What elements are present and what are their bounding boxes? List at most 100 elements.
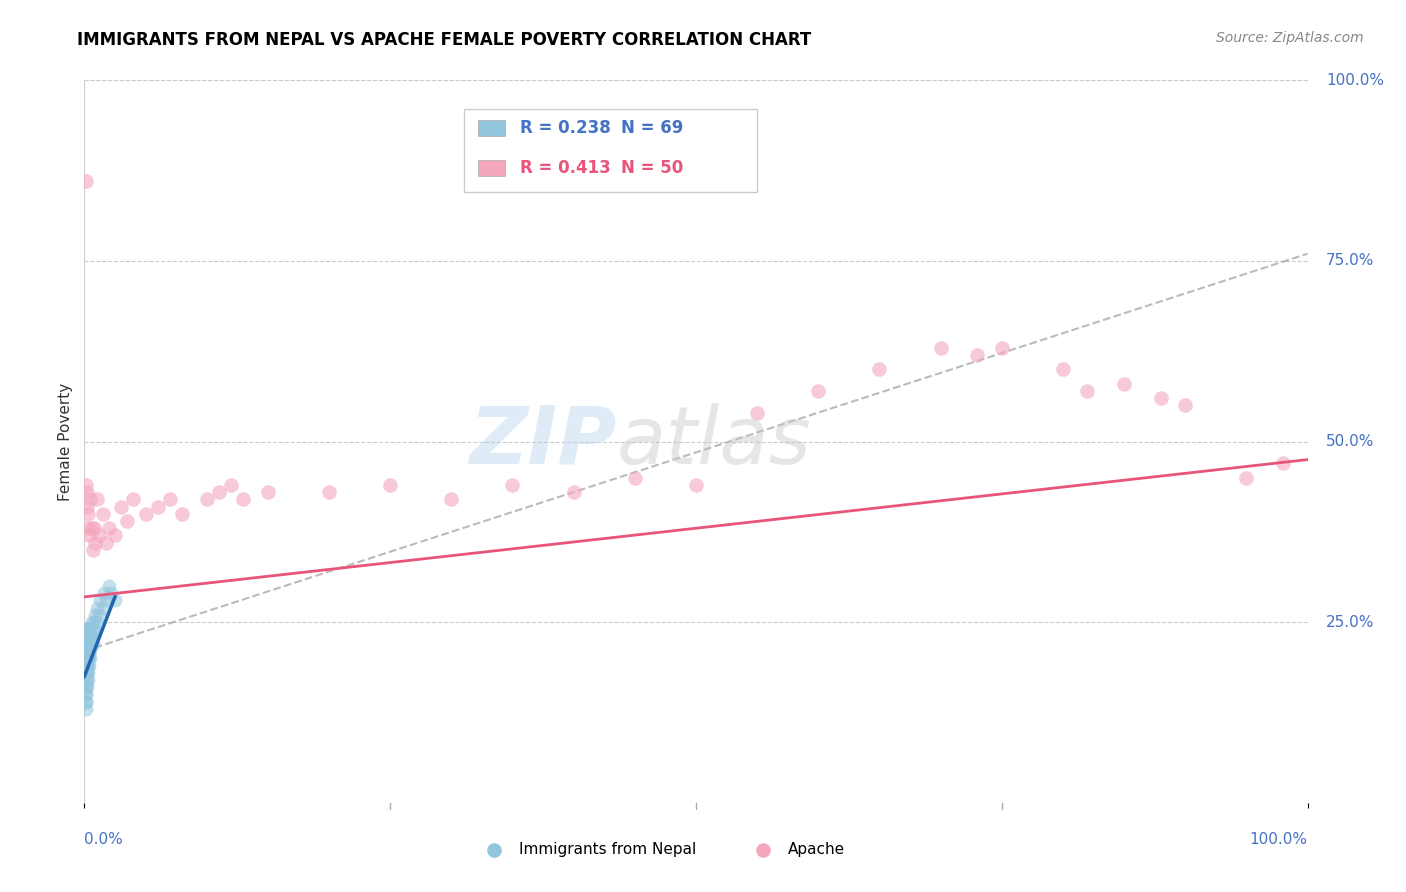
Point xyxy=(1114,376,1136,391)
Point xyxy=(77,651,100,665)
Text: Source: ZipAtlas.com: Source: ZipAtlas.com xyxy=(1216,31,1364,45)
Text: R = 0.413: R = 0.413 xyxy=(520,159,610,177)
Point xyxy=(75,673,97,687)
Point xyxy=(76,665,98,680)
Text: atlas: atlas xyxy=(616,402,811,481)
Point xyxy=(80,615,103,630)
Point xyxy=(80,630,103,644)
Point xyxy=(115,514,138,528)
Point xyxy=(75,665,97,680)
Point xyxy=(76,673,98,687)
Point xyxy=(624,470,647,484)
Point xyxy=(502,478,524,492)
Point xyxy=(219,478,242,492)
Point xyxy=(80,521,103,535)
Point xyxy=(75,658,97,673)
Point xyxy=(75,651,97,665)
Point xyxy=(84,535,107,549)
Point xyxy=(75,702,97,716)
Bar xyxy=(478,160,505,176)
Point xyxy=(77,651,100,665)
Text: 0.0%: 0.0% xyxy=(84,831,124,847)
Text: 100.0%: 100.0% xyxy=(1250,831,1308,847)
Point xyxy=(76,680,98,694)
Point xyxy=(86,600,108,615)
Text: Apache: Apache xyxy=(787,842,845,857)
Point xyxy=(96,593,118,607)
Point xyxy=(77,658,100,673)
Point xyxy=(75,174,97,188)
Point xyxy=(1052,362,1074,376)
Text: N = 69: N = 69 xyxy=(621,119,683,137)
Point xyxy=(77,644,100,658)
Point xyxy=(83,615,105,630)
Point xyxy=(76,644,98,658)
Point xyxy=(257,485,280,500)
Point xyxy=(966,348,988,362)
Point xyxy=(83,623,105,637)
Point xyxy=(82,623,104,637)
Point xyxy=(73,673,96,687)
Point xyxy=(79,651,101,665)
Point xyxy=(79,630,101,644)
Point xyxy=(75,687,97,701)
Point xyxy=(562,485,585,500)
Point xyxy=(77,673,100,687)
Point xyxy=(76,485,98,500)
Point xyxy=(83,521,105,535)
Point xyxy=(208,485,231,500)
Point xyxy=(76,644,98,658)
Point xyxy=(75,630,97,644)
Point xyxy=(77,637,100,651)
Point xyxy=(75,665,97,680)
Point xyxy=(80,637,103,651)
Point xyxy=(97,521,120,535)
Point xyxy=(77,658,100,673)
Point xyxy=(75,658,97,673)
Point xyxy=(75,478,97,492)
Point xyxy=(195,492,218,507)
Point xyxy=(76,637,98,651)
Point xyxy=(76,500,98,514)
Point xyxy=(75,680,97,694)
Point xyxy=(77,507,100,521)
Point xyxy=(89,593,111,607)
Point xyxy=(869,362,891,376)
Point xyxy=(75,644,97,658)
Point xyxy=(75,651,97,665)
Point xyxy=(440,492,463,507)
Point xyxy=(76,658,98,673)
Point xyxy=(75,644,97,658)
Point xyxy=(77,528,100,542)
Point xyxy=(991,341,1014,355)
Point xyxy=(1076,384,1098,398)
Point xyxy=(91,600,114,615)
Point xyxy=(87,607,110,622)
Point xyxy=(104,593,127,607)
Point xyxy=(1150,391,1173,405)
Bar xyxy=(478,120,505,136)
Point xyxy=(82,637,104,651)
Text: Immigrants from Nepal: Immigrants from Nepal xyxy=(519,842,696,857)
Text: ZIP: ZIP xyxy=(470,402,616,481)
Point xyxy=(82,542,104,557)
Text: N = 50: N = 50 xyxy=(621,159,683,177)
Point xyxy=(76,658,98,673)
Point xyxy=(79,637,101,651)
Y-axis label: Female Poverty: Female Poverty xyxy=(58,383,73,500)
Point xyxy=(110,500,132,514)
Point xyxy=(97,579,120,593)
Point xyxy=(100,586,122,600)
Point xyxy=(75,687,97,701)
Point xyxy=(79,644,101,658)
Point xyxy=(86,492,108,507)
Point xyxy=(91,507,114,521)
Point xyxy=(172,507,194,521)
Point xyxy=(76,623,98,637)
Point xyxy=(807,384,830,398)
Text: R = 0.238: R = 0.238 xyxy=(520,119,610,137)
Point xyxy=(75,680,97,694)
Point xyxy=(75,637,97,651)
Point xyxy=(1236,470,1258,484)
Point xyxy=(159,492,181,507)
